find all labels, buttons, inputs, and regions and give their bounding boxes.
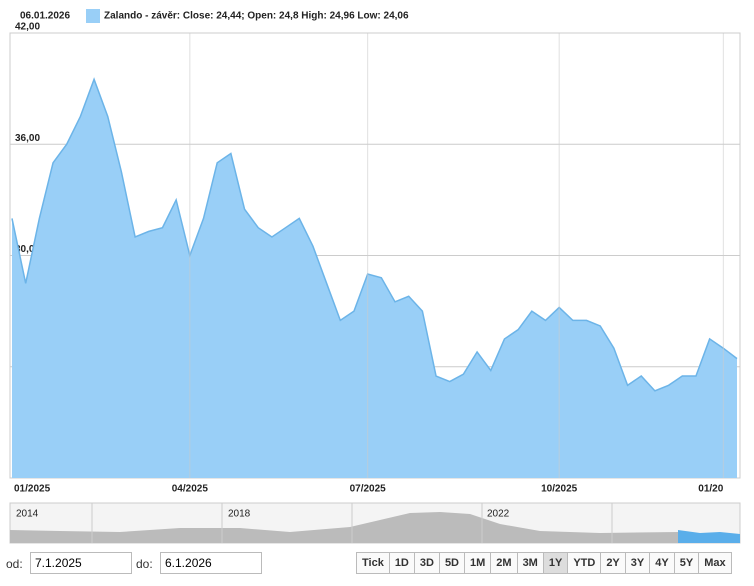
navigator-selection bbox=[678, 530, 740, 543]
range-button[interactable]: 5Y bbox=[673, 552, 700, 574]
y-tick-label: 42,00 bbox=[15, 22, 40, 33]
range-button[interactable]: 1Y bbox=[542, 552, 569, 574]
range-button[interactable]: 3D bbox=[413, 552, 440, 574]
x-tick-label: 07/2025 bbox=[350, 484, 387, 495]
from-input[interactable]: 7.1.2025 bbox=[30, 552, 132, 574]
range-button[interactable]: 2M bbox=[490, 552, 518, 574]
range-button[interactable]: 1D bbox=[388, 552, 415, 574]
x-tick-label: 01/2025 bbox=[14, 484, 51, 495]
chart: 06.01.2026 Zalando - závěr: Close: 24,44… bbox=[9, 9, 741, 544]
range-buttons: Tick 1D 3D 5D 1M 2M 3M 1Y YTD 2Y 3Y 4Y 5Y Max bbox=[356, 552, 732, 574]
hover-date: 06.01.2026 bbox=[20, 11, 70, 22]
range-button[interactable]: 2Y bbox=[600, 552, 626, 574]
navigator-area bbox=[10, 512, 678, 543]
to-label: do: bbox=[136, 557, 153, 571]
to-input[interactable]: 6.1.2026 bbox=[160, 552, 262, 574]
area bbox=[12, 79, 737, 479]
navigator-label: 2018 bbox=[228, 509, 251, 520]
range-button[interactable]: Max bbox=[698, 552, 732, 574]
range-button[interactable]: 1M bbox=[464, 552, 492, 574]
legend-label: Zalando - závěr: Close: 24,44; Open: 24,… bbox=[104, 11, 409, 22]
range-button[interactable]: YTD bbox=[567, 552, 602, 574]
y-tick-label: 36,00 bbox=[15, 133, 40, 144]
navigator: 2014 2018 2022 bbox=[9, 502, 741, 544]
range-button[interactable]: Tick bbox=[356, 552, 390, 574]
x-tick-label: 04/2025 bbox=[172, 484, 209, 495]
from-label: od: bbox=[6, 557, 23, 571]
line bbox=[11, 77, 738, 392]
y-tick-label: 30,00 bbox=[15, 244, 40, 255]
x-tick-label: 10/2025 bbox=[541, 484, 578, 495]
range-button[interactable]: 5D bbox=[438, 552, 465, 574]
controls: od: 7.1.2025 do: 6.1.2026 Tick 1D 3D 5D 1M 2M… bbox=[0, 548, 754, 586]
range-button[interactable]: 4Y bbox=[649, 552, 675, 574]
legend-swatch bbox=[86, 9, 100, 23]
navigator-label: 2014 bbox=[16, 509, 39, 520]
range-button[interactable]: 3Y bbox=[624, 552, 651, 574]
navigator-label: 2022 bbox=[487, 509, 510, 520]
range-button[interactable]: 3M bbox=[516, 552, 544, 574]
x-tick-label: 01/20 bbox=[698, 484, 723, 495]
